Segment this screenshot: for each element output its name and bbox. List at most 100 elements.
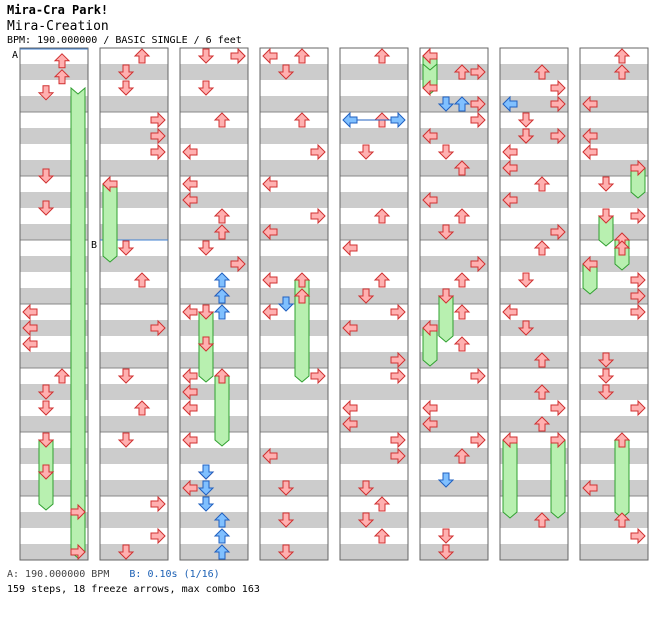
step-arrow xyxy=(422,127,438,145)
column-border xyxy=(339,47,409,561)
beat-stripe xyxy=(340,352,408,368)
step-arrow xyxy=(213,224,231,240)
beat-stripe xyxy=(340,256,408,272)
beat-stripe xyxy=(260,352,328,368)
step-arrow xyxy=(390,367,406,385)
step-arrow xyxy=(150,143,166,161)
beat-stripe xyxy=(260,224,328,240)
beat-stripe xyxy=(500,512,568,528)
column-border xyxy=(499,47,569,561)
beat-stripe xyxy=(340,544,408,560)
beat-stripe xyxy=(180,512,248,528)
step-arrow xyxy=(53,69,71,85)
beat-stripe xyxy=(500,320,568,336)
step-arrow xyxy=(613,48,631,64)
freeze-arrow xyxy=(37,464,55,511)
step-arrow xyxy=(117,240,135,256)
chart-info: BPM: 190.000000 / BASIC SINGLE / 6 feet xyxy=(7,35,242,46)
freeze-head-arrow xyxy=(422,319,438,337)
step-arrow xyxy=(533,176,551,192)
step-arrow xyxy=(342,415,358,433)
column-border xyxy=(259,47,329,561)
step-arrow xyxy=(213,208,231,224)
step-arrow xyxy=(597,352,615,368)
step-arrow xyxy=(630,303,646,321)
beat-stripe xyxy=(260,512,328,528)
step-arrow xyxy=(293,48,311,64)
step-arrow xyxy=(630,207,646,225)
step-arrow xyxy=(357,144,375,160)
beat-stripe xyxy=(180,320,248,336)
beat-stripe xyxy=(420,192,488,208)
beat-stripe xyxy=(100,416,168,432)
freeze-head-arrow xyxy=(550,431,566,449)
step-arrow xyxy=(437,224,455,240)
beat-stripe xyxy=(500,544,568,560)
column-border xyxy=(179,47,249,561)
beat-stripe xyxy=(340,288,408,304)
column-border xyxy=(579,47,649,561)
step-arrow xyxy=(37,85,55,101)
beat-stripe xyxy=(260,416,328,432)
freeze-arrow xyxy=(70,86,86,561)
step-arrow xyxy=(453,208,471,224)
column-border xyxy=(419,47,489,561)
step-arrow xyxy=(630,271,646,289)
step-arrow xyxy=(613,64,631,80)
step-arrow xyxy=(550,399,566,417)
beat-stripe xyxy=(420,288,488,304)
beat-stripe xyxy=(260,544,328,560)
beat-stripe xyxy=(260,288,328,304)
freeze-body xyxy=(102,183,118,263)
step-arrow xyxy=(342,239,358,257)
step-arrow xyxy=(213,112,231,128)
freeze-arrow xyxy=(293,272,311,383)
freeze-head-arrow xyxy=(213,368,231,384)
step-arrow-blue xyxy=(213,528,231,544)
step-arrow xyxy=(117,64,135,80)
step-arrow xyxy=(197,80,215,96)
step-arrow xyxy=(597,384,615,400)
freeze-body xyxy=(214,375,230,447)
beat-stripe xyxy=(180,448,248,464)
chart-stats: 159 steps, 18 freeze arrows, max combo 1… xyxy=(7,584,260,595)
freeze-arrow xyxy=(422,319,438,367)
step-arrow xyxy=(182,383,198,401)
step-arrow xyxy=(150,495,166,513)
step-arrow xyxy=(373,528,391,544)
step-arrow xyxy=(502,191,518,209)
beat-stripe xyxy=(500,384,568,400)
beat-stripe xyxy=(100,320,168,336)
step-arrow xyxy=(582,127,598,145)
step-arrow xyxy=(502,159,518,177)
chart-column xyxy=(339,47,409,561)
step-arrow xyxy=(293,112,311,128)
beat-stripe xyxy=(420,480,488,496)
beat-stripe xyxy=(100,96,168,112)
beat-stripe xyxy=(260,64,328,80)
step-arrow xyxy=(197,48,215,64)
beat-stripe xyxy=(420,512,488,528)
beat-stripe xyxy=(100,64,168,80)
beat-stripe xyxy=(580,480,648,496)
beat-stripe xyxy=(580,416,648,432)
chart-column xyxy=(419,47,489,561)
beat-stripe xyxy=(340,480,408,496)
step-arrow xyxy=(262,447,278,465)
freeze-body xyxy=(502,439,518,519)
column-border xyxy=(99,47,169,561)
step-arrow xyxy=(182,367,198,385)
freeze-head-arrow xyxy=(37,432,55,448)
freeze-head-arrow xyxy=(582,255,598,273)
step-arrow xyxy=(182,143,198,161)
step-arrow xyxy=(310,143,326,161)
beat-stripe xyxy=(500,160,568,176)
beat-stripe xyxy=(100,448,168,464)
step-arrow-blue xyxy=(502,95,518,113)
step-arrow xyxy=(37,384,55,400)
step-arrow xyxy=(470,255,486,273)
beat-stripe xyxy=(580,320,648,336)
step-arrow xyxy=(597,368,615,384)
beat-stripe xyxy=(500,352,568,368)
